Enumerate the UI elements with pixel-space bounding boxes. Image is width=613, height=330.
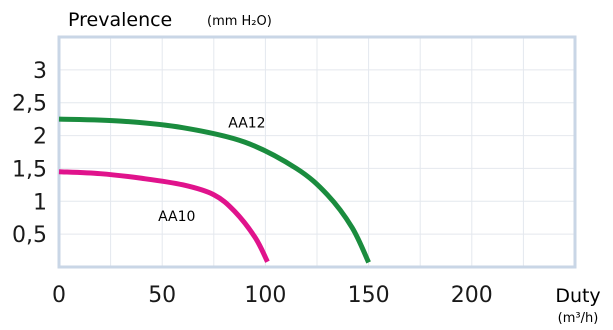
series-label-aa12: AA12 [228, 116, 265, 132]
plot-frame [57, 35, 577, 269]
x-tick-label: 50 [148, 283, 176, 308]
series-line-aa10 [58, 169, 270, 263]
x-tick-label: 100 [244, 283, 286, 308]
x-tick-label: 200 [451, 283, 493, 308]
x-tick-label: 0 [52, 283, 66, 308]
series-label-aa10: AA10 [158, 209, 195, 225]
series-line-aa12 [58, 116, 371, 264]
y-tick-label: 0,5 [12, 223, 47, 248]
y-tick-label: 2 [33, 125, 47, 150]
y-tick-label: 3 [33, 59, 47, 84]
x-axis-unit: (m³/h) [558, 311, 599, 326]
x-axis-title: Duty [555, 285, 600, 307]
y-tick-label: 2,5 [12, 92, 47, 117]
y-tick-label: 1 [33, 190, 47, 215]
y-tick-label: 1,5 [12, 157, 47, 182]
y-axis-unit: (mm H₂O) [207, 14, 272, 29]
x-tick-label: 150 [348, 283, 390, 308]
y-axis-title: Prevalence [68, 9, 172, 31]
